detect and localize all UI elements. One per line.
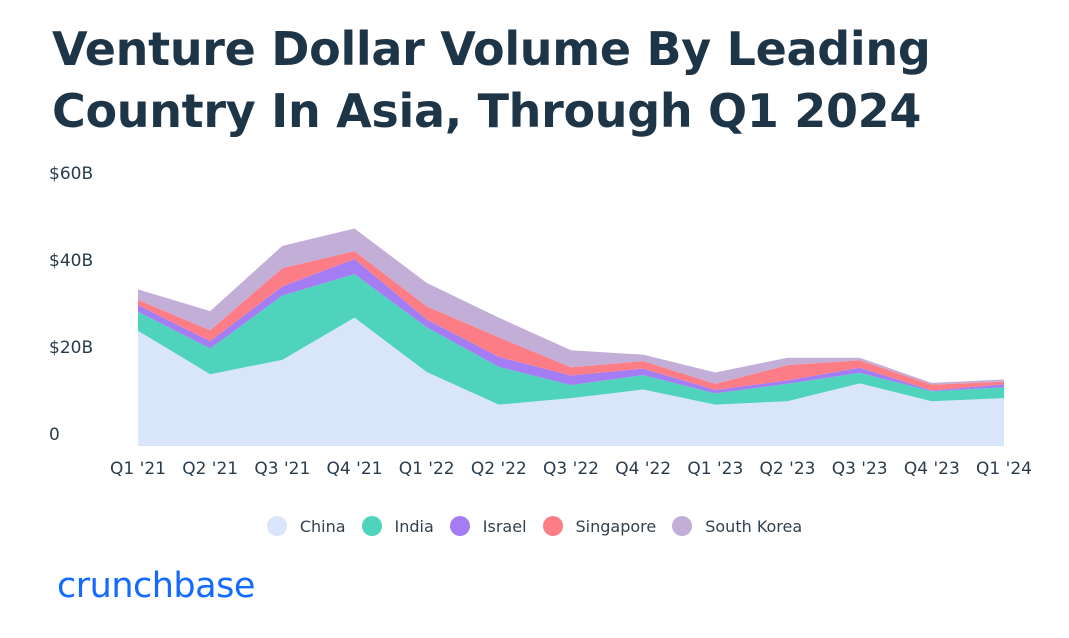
legend-item-south-korea: South Korea (672, 516, 802, 536)
legend-item-china: China (266, 516, 346, 536)
legend-swatch (672, 516, 693, 536)
x-tick-label: Q1 '23 (687, 459, 743, 479)
series-area-china (138, 317, 1004, 446)
x-tick-label: Q3 '23 (832, 459, 888, 479)
series-area-india (138, 274, 1004, 405)
x-tick-label: Q2 '21 (182, 459, 238, 479)
stacked-area-chart: 0 $20B $40B $60B Q1 '21 Q2 '21 Q3 '21 Q4 '21 Q1 … (49, 164, 1032, 479)
chart-legend: China India Israel Singapore South Korea (0, 512, 1069, 540)
y-tick-label: $60B (49, 164, 93, 184)
legend-item-india: India (361, 516, 434, 536)
x-tick-label: Q4 '22 (615, 459, 671, 479)
x-tick-label: Q1 '22 (399, 459, 455, 479)
crunchbase-logo: crunchbase (57, 566, 255, 606)
x-tick-label: Q2 '23 (760, 459, 816, 479)
x-tick-label: Q3 '21 (254, 459, 310, 479)
legend-label: Israel (482, 516, 527, 536)
chart-title-line-2: Country In Asia, Through Q1 2024 (52, 84, 922, 138)
legend-label: India (394, 516, 434, 536)
y-tick-label: 0 (49, 425, 60, 445)
chart-title-line-1: Venture Dollar Volume By Leading (52, 22, 931, 76)
legend-item-israel: Israel (449, 516, 527, 536)
x-tick-label: Q1 '21 (110, 459, 166, 479)
legend-label: China (299, 516, 346, 536)
legend-swatch (266, 516, 287, 536)
x-tick-label: Q2 '22 (471, 459, 527, 479)
x-tick-label: Q1 '24 (976, 459, 1032, 479)
y-tick-label: $40B (49, 251, 93, 271)
legend-label: Singapore (575, 516, 657, 536)
x-tick-label: Q4 '21 (327, 459, 383, 479)
y-tick-label: $20B (49, 338, 93, 358)
series-area-south-korea (138, 228, 1004, 385)
legend-swatch (361, 516, 382, 536)
legend-item-singapore: Singapore (542, 516, 657, 536)
x-tick-label: Q4 '23 (904, 459, 960, 479)
legend-label: South Korea (705, 516, 803, 536)
legend-swatch (449, 516, 470, 536)
legend-swatch (542, 516, 563, 536)
chart-title: Venture Dollar Volume By Leading Country… (52, 18, 1012, 142)
x-tick-label: Q3 '22 (543, 459, 599, 479)
